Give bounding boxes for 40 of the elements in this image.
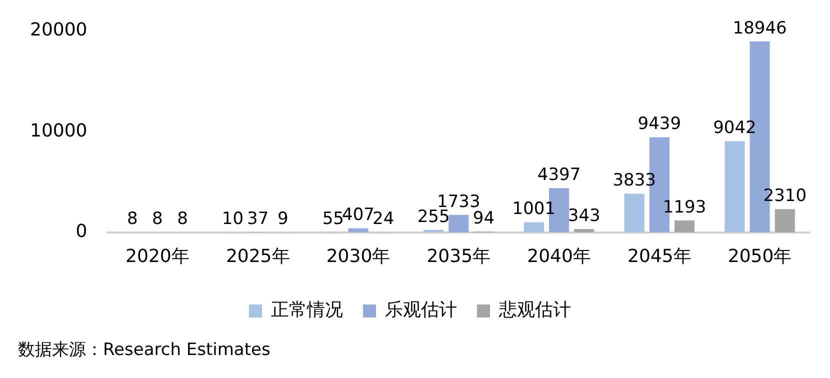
x-tick-label: 2045年 bbox=[628, 246, 692, 267]
data-label: 2310 bbox=[763, 186, 807, 206]
bar bbox=[674, 220, 695, 232]
data-label: 18946 bbox=[732, 18, 787, 38]
y-tick-label: 0 bbox=[76, 221, 88, 242]
x-tick-label: 2025年 bbox=[226, 246, 290, 267]
data-label: 55 bbox=[322, 208, 344, 229]
data-label: 9439 bbox=[638, 114, 682, 134]
data-label: 9042 bbox=[713, 118, 756, 138]
bar bbox=[624, 194, 644, 232]
legend-label: 乐观估计 bbox=[385, 300, 457, 321]
legend-label: 悲观估计 bbox=[498, 300, 571, 321]
bar bbox=[724, 141, 745, 232]
data-label: 1193 bbox=[662, 197, 706, 218]
data-label: 10 bbox=[222, 209, 244, 230]
bar bbox=[524, 222, 544, 232]
y-tick-label: 10000 bbox=[30, 120, 88, 142]
data-label: 8 bbox=[152, 209, 163, 230]
data-label: 37 bbox=[247, 208, 269, 229]
data-label: 3833 bbox=[612, 170, 656, 191]
data-label: 24 bbox=[372, 209, 394, 230]
x-tick-label: 2035年 bbox=[426, 246, 491, 267]
data-label: 94 bbox=[472, 208, 495, 228]
legend-label: 正常情况 bbox=[271, 300, 343, 321]
data-label: 1001 bbox=[512, 199, 556, 220]
bar bbox=[774, 209, 795, 232]
x-tick-label: 2030年 bbox=[326, 246, 390, 267]
data-label: 8 bbox=[177, 209, 188, 230]
data-label: 255 bbox=[417, 206, 450, 227]
data-label: 8 bbox=[126, 209, 138, 230]
x-tick-label: 2040年 bbox=[527, 246, 591, 267]
x-tick-label: 2020年 bbox=[126, 246, 190, 267]
data-label: 4397 bbox=[537, 165, 581, 185]
bar bbox=[448, 214, 469, 232]
data-label: 407 bbox=[342, 205, 374, 226]
data-label: 9 bbox=[278, 209, 288, 230]
y-tick-label: 20000 bbox=[30, 19, 88, 40]
x-tick-label: 2050年 bbox=[728, 246, 792, 267]
data-label: 343 bbox=[568, 206, 600, 226]
source-note: 数据来源：Research Estimates bbox=[18, 339, 270, 361]
